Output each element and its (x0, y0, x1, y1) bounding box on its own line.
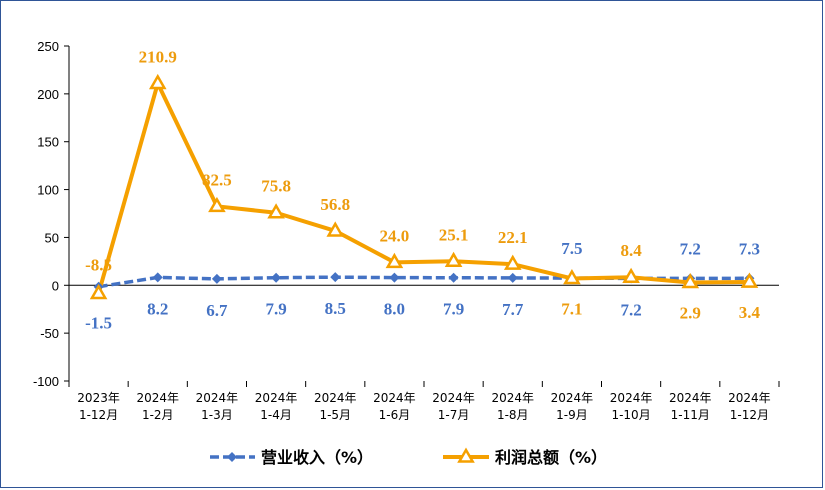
profit-point (89, 283, 108, 300)
x-tick-label-period: 1-8月 (497, 408, 529, 422)
revenue-data-label: 8.2 (147, 299, 168, 318)
profit-point (622, 267, 640, 284)
profit-data-label: 56.8 (320, 195, 350, 214)
revenue-point (152, 272, 163, 283)
series-layer (89, 73, 759, 300)
x-tick-label-period: 1-12月 (730, 408, 769, 422)
x-tick-label-period: 1-5月 (319, 408, 351, 422)
profit-data-label: 75.8 (261, 177, 291, 196)
profit-data-label: 22.1 (498, 228, 528, 247)
legend-revenue-label: 营业收入（%） (261, 448, 373, 467)
profit-point (681, 273, 700, 289)
x-tick-label-year: 2024年 (255, 391, 298, 405)
x-tick-label-year: 2024年 (551, 391, 594, 405)
revenue-point (448, 272, 459, 283)
x-tick-label-year: 2024年 (432, 391, 475, 405)
revenue-point (211, 273, 222, 284)
y-tick-label: 0 (52, 278, 59, 293)
revenue-data-label: 7.9 (265, 300, 286, 319)
y-tick-label: 200 (37, 87, 59, 102)
x-tick-label-period: 1-10月 (611, 408, 650, 422)
x-tick-label-period: 1-6月 (379, 408, 411, 422)
profit-data-label: 82.5 (202, 170, 232, 189)
legend: 营业收入（%） 利润总额（%） (210, 447, 607, 467)
revenue-point (507, 272, 518, 283)
x-tick-label-year: 2024年 (728, 391, 771, 405)
legend-revenue-swatch-marker (227, 452, 237, 462)
profit-data-label: -8.5 (85, 256, 112, 275)
x-tick-label-period: 1-2月 (142, 408, 174, 422)
profit-point (267, 203, 285, 219)
x-tick-label-year: 2024年 (491, 391, 534, 405)
profit-data-label: 25.1 (439, 225, 469, 244)
profit-data-label: 2.9 (680, 304, 701, 323)
y-tick-label: -50 (40, 326, 59, 341)
y-tick-label: 250 (37, 39, 59, 54)
profit-series-line (96, 81, 750, 294)
profit-data-label: 8.4 (620, 241, 642, 260)
revenue-point (330, 272, 341, 283)
revenue-data-label: 6.7 (206, 301, 228, 320)
x-tick-label-year: 2024年 (196, 391, 239, 405)
x-tick-label-year: 2023年 (77, 391, 120, 405)
revenue-data-label: 7.5 (561, 239, 582, 258)
profit-point (385, 252, 404, 269)
profit-data-label: 7.1 (561, 299, 582, 318)
x-tick-label-year: 2024年 (669, 391, 712, 405)
y-axis-ticks: -100 -50 0 50 100 150 200 250 (33, 39, 69, 389)
revenue-point (271, 272, 282, 283)
profit-data-label: 210.9 (139, 47, 177, 66)
revenue-data-label: 7.7 (502, 300, 524, 319)
data-labels: -1.5 8.2 6.7 7.9 8.5 8.0 7.9 7.7 7.5 7.2 7.2 7.3 -8.… (85, 47, 760, 332)
x-axis-ticks: 2023年 1-12月 2024年 1-2月 2024年 1-3月 2024年 1-4月 202… (68, 381, 780, 422)
x-tick-label-period: 1-12月 (79, 408, 118, 422)
legend-profit-label: 利润总额（%） (495, 448, 607, 467)
revenue-point (389, 272, 400, 283)
y-tick-label: 150 (37, 135, 59, 150)
revenue-data-label: -1.5 (85, 314, 112, 333)
revenue-data-label: 7.3 (739, 239, 760, 258)
y-tick-label: 100 (37, 183, 59, 198)
profit-point (503, 254, 522, 270)
y-tick-label: 50 (45, 230, 59, 245)
profit-point (326, 221, 345, 237)
revenue-data-label: 8.5 (325, 299, 346, 318)
profit-point (563, 268, 581, 285)
profit-data-label: 3.4 (739, 303, 761, 322)
legend-profit-swatch-marker (457, 447, 475, 463)
x-tick-label-year: 2024年 (373, 391, 416, 405)
x-tick-label-period: 1-3月 (201, 408, 233, 422)
profit-point (208, 196, 226, 213)
profit-point (740, 272, 759, 288)
revenue-data-label: 7.2 (620, 300, 641, 319)
x-tick-label-period: 1-9月 (556, 408, 588, 422)
profit-data-label: 24.0 (380, 226, 410, 245)
x-tick-label-year: 2024年 (610, 391, 653, 405)
x-tick-label-period: 1-4月 (260, 408, 292, 422)
axes (68, 46, 779, 381)
profit-point (148, 73, 167, 90)
x-tick-label-period: 1-11月 (671, 408, 710, 422)
revenue-data-label: 8.0 (384, 300, 405, 319)
revenue-series-line (98, 275, 750, 289)
y-tick-label: -100 (33, 374, 59, 389)
revenue-data-label: 7.9 (443, 300, 464, 319)
x-tick-label-year: 2024年 (314, 391, 357, 405)
x-tick-label-period: 1-7月 (438, 408, 470, 422)
x-tick-label-year: 2024年 (136, 391, 179, 405)
profit-point (444, 251, 463, 268)
revenue-data-label: 7.2 (680, 239, 701, 258)
